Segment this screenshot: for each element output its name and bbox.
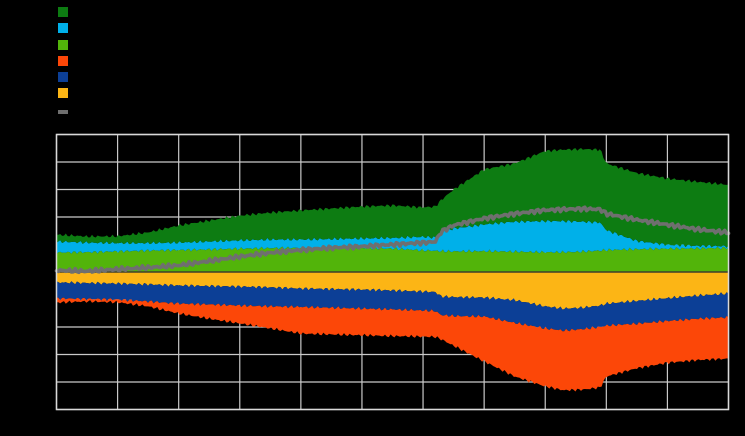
legend-marker-dark-green-area	[58, 7, 68, 17]
legend-marker-dark-blue-area	[58, 72, 68, 82]
legend-marker-cyan-area	[58, 23, 68, 33]
legend	[0, 0, 200, 130]
series-amber-area	[56, 272, 729, 310]
legend-marker-amber-area	[58, 88, 68, 98]
series-orange-red-area	[56, 297, 729, 392]
legend-marker-light-green-area	[58, 40, 68, 50]
series-cyan-area	[56, 219, 729, 254]
legend-marker-gray-net-line	[58, 110, 68, 114]
stacked-areas	[56, 148, 729, 392]
series-light-green-area	[56, 246, 729, 272]
series-dark-green-area	[56, 148, 729, 248]
series-dark-blue-area	[56, 281, 729, 332]
legend-marker-orange-red-area	[58, 56, 68, 66]
plot-border	[55, 133, 730, 411]
series-gray-net-line	[54, 205, 731, 275]
